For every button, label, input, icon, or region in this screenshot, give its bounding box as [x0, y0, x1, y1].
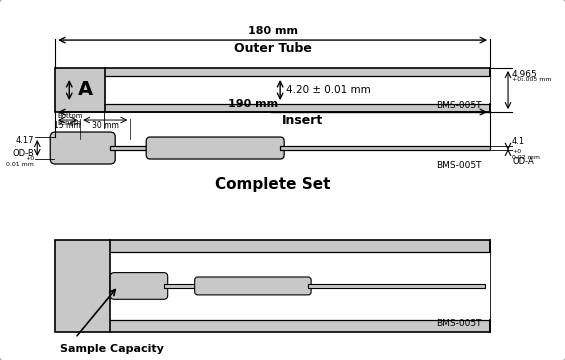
- Bar: [308, 284, 485, 288]
- Text: BMS-005T: BMS-005T: [437, 161, 482, 170]
- Text: BMS-005T: BMS-005T: [437, 319, 482, 328]
- FancyBboxPatch shape: [110, 273, 168, 299]
- Text: Insert: Insert: [282, 114, 323, 127]
- Text: 4.965: 4.965: [512, 70, 538, 79]
- FancyBboxPatch shape: [195, 277, 311, 295]
- Text: +0₁.005 mm: +0₁.005 mm: [512, 77, 551, 82]
- Text: OD-B: OD-B: [12, 149, 34, 158]
- Text: A: A: [77, 80, 93, 99]
- FancyBboxPatch shape: [146, 137, 284, 159]
- Text: +0
0.01 mm: +0 0.01 mm: [6, 156, 34, 167]
- Text: Bottom
Length: Bottom Length: [57, 113, 82, 126]
- Bar: [55, 240, 490, 332]
- Bar: [105, 76, 490, 104]
- Text: 30 mm: 30 mm: [92, 121, 119, 130]
- Text: 190 mm: 190 mm: [228, 99, 278, 109]
- Text: OD-A: OD-A: [512, 157, 534, 166]
- Text: 4.1: 4.1: [512, 137, 525, 146]
- Bar: [110, 146, 150, 150]
- Text: +0
0.02 mm: +0 0.02 mm: [512, 149, 540, 160]
- Bar: [280, 146, 490, 150]
- FancyBboxPatch shape: [50, 132, 115, 164]
- Text: 4.17: 4.17: [16, 136, 34, 145]
- Bar: [110, 252, 490, 320]
- Text: 4.20 ± 0.01 mm: 4.20 ± 0.01 mm: [286, 85, 371, 95]
- Text: BMS-005T: BMS-005T: [437, 101, 482, 110]
- Text: Outer Tube: Outer Tube: [234, 42, 311, 55]
- Text: 15 mm: 15 mm: [54, 121, 81, 130]
- Text: 180 mm: 180 mm: [247, 26, 298, 36]
- Text: Complete Set: Complete Set: [215, 177, 331, 192]
- Bar: [164, 284, 198, 288]
- Text: Sample Capacity: Sample Capacity: [60, 344, 164, 354]
- Bar: [55, 68, 490, 112]
